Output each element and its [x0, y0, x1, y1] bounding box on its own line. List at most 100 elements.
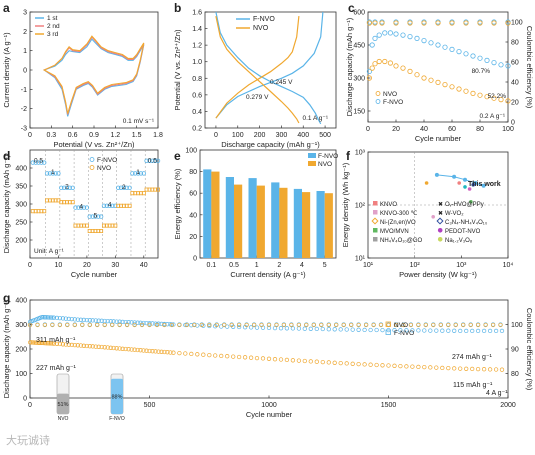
panel-d: d 0 10 20 30 40 200 250 300 350 400 Cycle number Dis… — [2, 149, 161, 279]
legend-label: F-NVO — [318, 153, 338, 160]
data-point — [471, 183, 476, 187]
data-point — [113, 223, 118, 228]
data-point — [102, 345, 107, 350]
x-tick-label: 1.5 — [132, 132, 142, 139]
panel-b: b 0 100 200 300 400 500 0.2 0.4 0.6 0.8 1.0 1.2 1.4 1.… — [173, 1, 337, 149]
data-point — [452, 174, 457, 179]
data-point — [75, 343, 80, 348]
data-point — [481, 183, 486, 188]
x-tick-label: 80 — [476, 126, 484, 133]
data-point — [48, 341, 54, 346]
data-point — [341, 322, 346, 328]
data-point — [421, 20, 427, 26]
data-point — [76, 223, 81, 228]
data-point — [90, 318, 95, 323]
data-point — [80, 322, 85, 328]
legend-marker — [89, 165, 95, 170]
data-point — [207, 352, 212, 358]
data-point — [98, 214, 104, 219]
final-capacity-fnvo: 274 mAh g⁻¹ — [452, 354, 493, 361]
data-point — [392, 363, 397, 368]
bar-F-NVO — [203, 169, 212, 258]
legend-label: Ni-(Zn,en)VO — [380, 220, 416, 226]
initial-capacity-nvo: 227 mAh g⁻¹ — [36, 365, 77, 372]
y-axis-label: Discharge capacity (mAh g⁻¹) — [2, 299, 11, 398]
x-tick-label: 0 — [214, 132, 218, 139]
data-point — [491, 95, 497, 101]
current-density-annotation: 0.2 A g⁻¹ — [480, 113, 506, 120]
y-axis-label: Potential (V vs. Zn²⁺/Zn) — [173, 29, 182, 111]
data-point — [105, 345, 110, 350]
data-point — [132, 171, 138, 176]
data-point — [66, 342, 71, 347]
data-point — [446, 328, 451, 333]
data-point — [104, 203, 109, 208]
data-point — [50, 315, 55, 320]
y2-tick-label: 100 — [511, 322, 523, 329]
data-point — [498, 62, 504, 68]
data-point — [121, 185, 127, 190]
data-point — [132, 347, 137, 352]
data-point — [39, 160, 44, 165]
data-point — [150, 158, 155, 163]
data-point — [266, 322, 272, 328]
data-point — [416, 364, 421, 370]
y-tick-label: 10³ — [355, 150, 366, 157]
y-axis-label: Current density (A g⁻¹) — [2, 32, 11, 108]
data-point — [42, 322, 48, 328]
data-point — [48, 315, 54, 320]
legend-label: Na₁.₂V₃O₈ — [445, 238, 473, 244]
data-point — [147, 158, 152, 163]
data-point — [50, 322, 55, 328]
data-point — [304, 322, 309, 328]
x-axis-label: Potential (V vs. Zn²⁺/Zn) — [53, 140, 135, 149]
data-point — [408, 322, 414, 328]
data-point — [95, 322, 100, 328]
data-point — [87, 344, 92, 349]
data-point — [416, 322, 421, 328]
panel-c: c 0 20 40 60 80 100 150 300 450 600 0 20 40 60 80 100 Cyc… — [345, 1, 534, 143]
data-point — [141, 348, 146, 353]
data-point — [84, 317, 89, 323]
data-point — [165, 350, 170, 355]
data-point — [87, 214, 92, 219]
cv-curve-1st — [43, 38, 145, 117]
bar-F-NVO — [316, 191, 325, 258]
y-tick-label: 1.0 — [192, 59, 202, 66]
data-point — [50, 171, 55, 176]
retention-nvo: 52.2% — [488, 93, 507, 100]
data-point — [155, 187, 160, 192]
data-point — [374, 327, 379, 333]
data-point — [428, 365, 433, 370]
data-point — [248, 355, 254, 360]
data-point — [57, 322, 63, 328]
data-point — [464, 366, 469, 371]
data-point — [35, 322, 40, 328]
data-point — [44, 315, 49, 320]
data-point — [435, 79, 441, 86]
voltage-gap-nvo: 0.279 V — [246, 94, 269, 101]
data-point — [147, 321, 152, 326]
data-point — [487, 328, 493, 334]
data-point — [431, 215, 436, 219]
data-point — [452, 328, 457, 333]
x-tick-label: 5 — [323, 262, 327, 269]
x-tick-label: 100 — [232, 132, 244, 139]
data-point — [32, 340, 37, 345]
y-axis-label: Energy efficiency (%) — [173, 168, 182, 239]
data-point — [452, 366, 457, 371]
data-point — [69, 342, 74, 348]
rate-label: 4 — [108, 201, 112, 208]
x-tick-label: 0.6 — [68, 132, 78, 139]
data-point — [28, 340, 33, 345]
data-point — [350, 361, 355, 366]
data-point — [332, 327, 337, 332]
data-point — [121, 203, 126, 208]
data-point — [254, 325, 260, 330]
x-tick-label: 0.9 — [89, 132, 99, 139]
data-point — [44, 171, 50, 176]
legend-label: KNVO-300 ℃ — [380, 211, 418, 217]
cv-curve-2nd — [43, 36, 145, 115]
data-point — [449, 84, 455, 90]
data-point — [102, 322, 107, 328]
